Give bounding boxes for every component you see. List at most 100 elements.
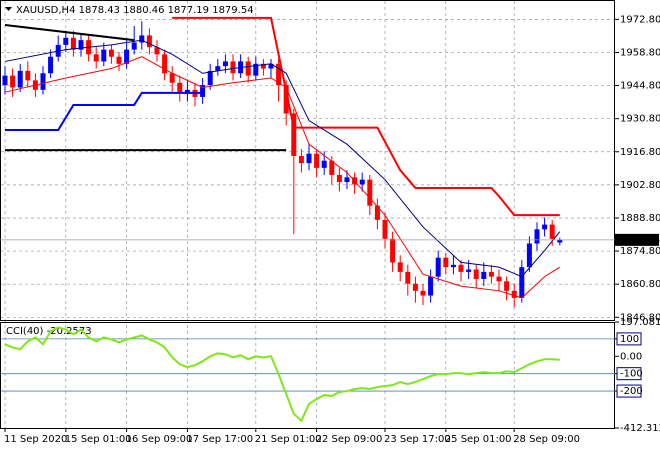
- candle-body: [207, 70, 213, 86]
- indicator-line: [4, 39, 561, 278]
- indicator-line: [4, 56, 561, 299]
- candle-body: [344, 177, 350, 183]
- candle-body: [466, 269, 472, 272]
- candle-body: [526, 243, 532, 268]
- y-tick-label: 1860.80: [620, 279, 660, 290]
- candle-body: [230, 61, 236, 74]
- candle-body: [443, 257, 449, 268]
- candle-body: [48, 56, 54, 74]
- y-tick-label: 100: [620, 334, 639, 345]
- x-tick-label: 17 Sep 17:00: [186, 434, 253, 445]
- candle-body: [139, 35, 145, 43]
- y-tick-label: 0.00: [620, 351, 642, 362]
- candle-body: [382, 219, 388, 239]
- candle-body: [17, 70, 23, 88]
- candle-body: [116, 56, 122, 64]
- last-price-label: 1879.54: [619, 235, 660, 246]
- candle-body: [504, 281, 510, 291]
- candle-body: [184, 89, 190, 93]
- candle-body: [78, 40, 84, 50]
- candle-body: [458, 264, 464, 272]
- candle-body: [260, 63, 266, 69]
- candle-body: [428, 276, 434, 296]
- cci-title: CCI(40) -20.2573: [6, 326, 92, 337]
- candle-body: [177, 82, 183, 93]
- x-tick-label: 23 Sep 17:00: [384, 434, 451, 445]
- indicator-line: [172, 16, 560, 217]
- y-tick-label: 197.0814: [620, 317, 660, 328]
- candle-body: [496, 276, 502, 282]
- cci-line: [4, 326, 560, 423]
- candle-body: [420, 290, 426, 296]
- candle-body: [124, 49, 130, 64]
- candle-body: [534, 229, 540, 244]
- candle-body: [321, 160, 327, 168]
- y-tick-label: 1930.80: [620, 114, 660, 125]
- candle-body: [306, 153, 312, 164]
- candle-body: [25, 70, 31, 81]
- candle-body: [253, 63, 259, 76]
- candle-body: [169, 73, 175, 83]
- candle-body: [542, 224, 548, 230]
- candle-body: [10, 75, 16, 88]
- candle-body: [131, 42, 137, 50]
- candle-body: [63, 37, 69, 45]
- y-tick-label: 1902.80: [620, 180, 660, 191]
- last-price-box: [615, 233, 659, 246]
- cci-frame: [0, 322, 615, 429]
- level-box: [616, 384, 642, 398]
- candle-body: [374, 205, 380, 220]
- candle-body: [222, 61, 228, 67]
- candle-body: [146, 35, 152, 48]
- level-box: [616, 332, 642, 346]
- x-tick-label: 28 Sep 09:00: [513, 434, 580, 445]
- y-tick-label: 1944.80: [620, 81, 660, 92]
- candle-body: [215, 66, 221, 71]
- candle-body: [200, 85, 206, 97]
- candle-body: [511, 290, 517, 298]
- x-tick-label: 21 Sep 01:00: [255, 434, 322, 445]
- candle-body: [154, 47, 160, 55]
- candle-body: [488, 271, 494, 277]
- menu-triangle[interactable]: [5, 7, 12, 11]
- candle-body: [405, 271, 411, 284]
- candle-body: [359, 179, 365, 185]
- y-tick-label: -100: [620, 369, 643, 380]
- candle-body: [108, 49, 114, 57]
- x-tick-label: 15 Sep 01:00: [65, 434, 132, 445]
- candle-body: [549, 224, 555, 239]
- y-tick-label: 1972.80: [620, 14, 660, 25]
- x-tick-label: 22 Sep 09:00: [316, 434, 383, 445]
- y-tick-label: 1916.80: [620, 147, 660, 158]
- indicator-line: [4, 24, 135, 42]
- candle-body: [268, 63, 274, 69]
- candle-body: [245, 61, 251, 76]
- candle-body: [519, 267, 525, 298]
- candle-body: [481, 271, 487, 279]
- x-tick-label: 25 Sep 01:00: [445, 434, 512, 445]
- candle-body: [314, 153, 320, 168]
- candle-body: [329, 160, 335, 175]
- y-tick-label: 1874.80: [620, 246, 660, 257]
- candle-body: [298, 156, 304, 164]
- x-tick-label: 16 Sep 09:00: [126, 434, 193, 445]
- candle-body: [70, 37, 76, 50]
- y-tick-label: -412.3125: [620, 423, 660, 434]
- y-tick-label: 1888.80: [620, 213, 660, 224]
- candle-body: [276, 63, 282, 86]
- candle-body: [397, 262, 403, 272]
- candle-body: [435, 257, 441, 277]
- candle-body: [557, 239, 563, 243]
- y-tick-label: 1846.80: [620, 312, 660, 323]
- candle-body: [101, 49, 107, 62]
- candle-body: [283, 85, 289, 114]
- candle-body: [93, 54, 99, 62]
- candle-body: [291, 113, 297, 157]
- indicator-line: [5, 91, 203, 132]
- main-frame: [0, 0, 615, 321]
- candle-body: [40, 73, 46, 90]
- candle-body: [162, 54, 168, 74]
- candle-body: [450, 264, 456, 268]
- level-box: [616, 367, 642, 381]
